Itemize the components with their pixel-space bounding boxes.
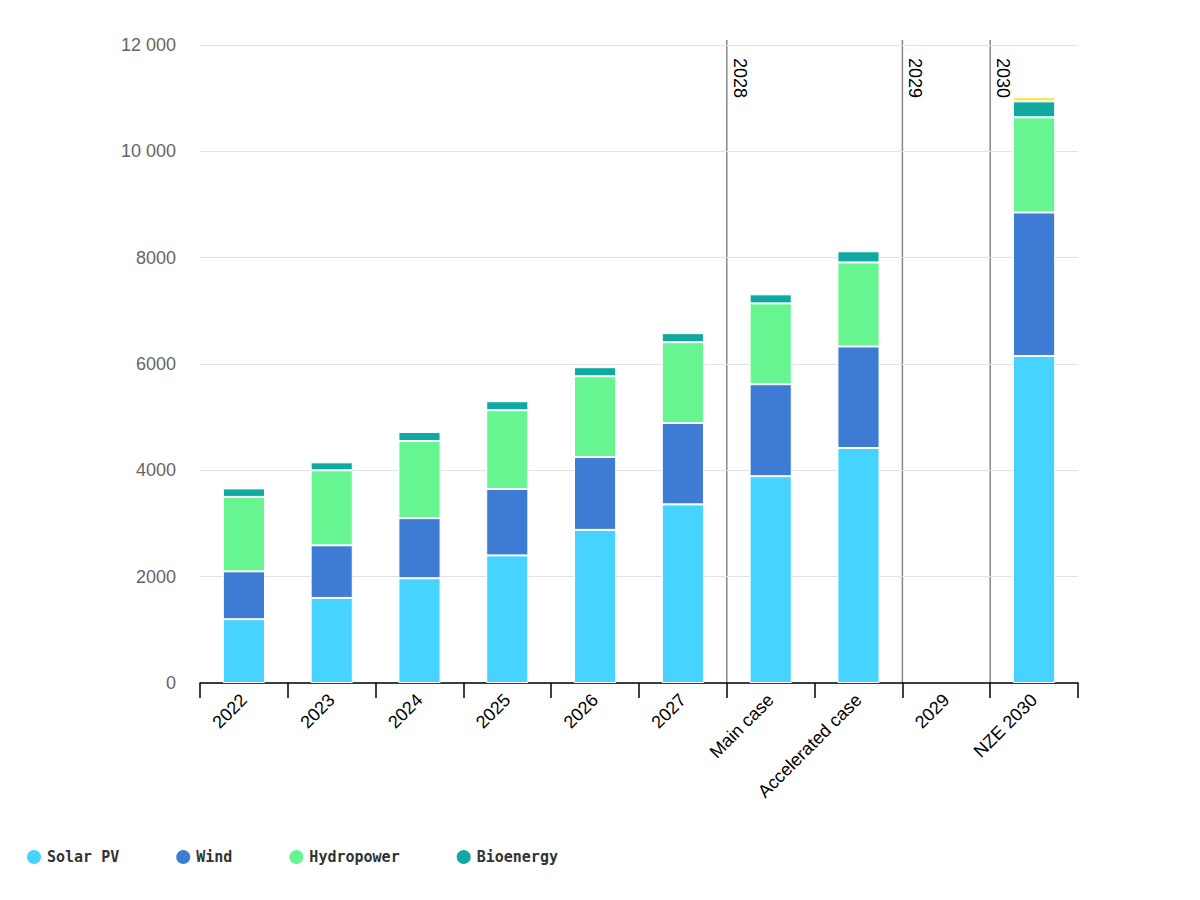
svg-text:Main case: Main case xyxy=(706,690,778,762)
svg-text:2029: 2029 xyxy=(911,690,953,732)
svg-text:2024: 2024 xyxy=(384,690,426,732)
svg-text:2025: 2025 xyxy=(472,690,514,732)
svg-text:2026: 2026 xyxy=(560,690,602,732)
svg-text:Hydropower: Hydropower xyxy=(309,848,399,866)
svg-text:Accelerated case: Accelerated case xyxy=(754,690,866,802)
svg-text:12 000: 12 000 xyxy=(121,35,176,55)
svg-text:2027: 2027 xyxy=(648,690,690,732)
svg-text:10 000: 10 000 xyxy=(121,141,176,161)
svg-text:6000: 6000 xyxy=(136,354,176,374)
svg-text:NZE 2030: NZE 2030 xyxy=(970,690,1041,761)
svg-text:8000: 8000 xyxy=(136,248,176,268)
svg-text:2028: 2028 xyxy=(730,58,750,98)
svg-text:4000: 4000 xyxy=(136,460,176,480)
svg-text:2030: 2030 xyxy=(993,58,1013,98)
svg-text:Bioenergy: Bioenergy xyxy=(477,848,558,866)
svg-text:2000: 2000 xyxy=(136,567,176,587)
svg-text:2029: 2029 xyxy=(905,58,925,98)
svg-text:Solar PV: Solar PV xyxy=(47,848,119,866)
svg-text:0: 0 xyxy=(166,673,176,693)
svg-text:2022: 2022 xyxy=(209,690,251,732)
svg-text:Wind: Wind xyxy=(196,848,232,866)
svg-text:2023: 2023 xyxy=(296,690,338,732)
